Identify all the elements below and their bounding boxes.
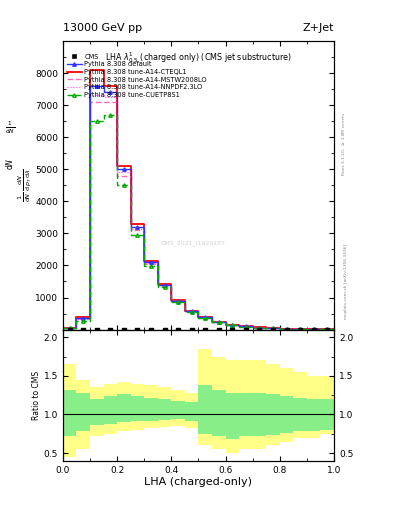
Point: [216, 326, 222, 334]
Point: [270, 326, 276, 334]
Point: [324, 326, 331, 334]
Point: [94, 326, 100, 334]
Point: [256, 326, 263, 334]
Point: [107, 326, 114, 334]
Point: [121, 326, 127, 334]
Text: $\frac{1}{\mathrm{d}N}$: $\frac{1}{\mathrm{d}N}$: [5, 120, 15, 136]
Y-axis label: $\frac{1}{\mathrm{d}N}\,\frac{\mathrm{d}N}{\mathrm{d}\,p_T\,\mathrm{d}\lambda}$: $\frac{1}{\mathrm{d}N}\,\frac{\mathrm{d}…: [16, 168, 34, 202]
Point: [243, 326, 249, 334]
Point: [229, 326, 235, 334]
Point: [134, 326, 141, 334]
Text: Rivet 3.1.10, $\geq$ 2.8M events: Rivet 3.1.10, $\geq$ 2.8M events: [340, 111, 347, 176]
Text: 13000 GeV pp: 13000 GeV pp: [63, 23, 142, 33]
Point: [66, 326, 73, 334]
Point: [202, 326, 208, 334]
Text: $\mathrm{d}N$: $\mathrm{d}N$: [4, 158, 15, 170]
Legend: CMS, Pythia 8.308 default, Pythia 8.308 tune-A14-CTEQL1, Pythia 8.308 tune-A14-M: CMS, Pythia 8.308 default, Pythia 8.308 …: [64, 51, 209, 101]
Text: mcplots.cern.ch [arXiv:1306.3436]: mcplots.cern.ch [arXiv:1306.3436]: [344, 244, 348, 319]
Point: [297, 326, 303, 334]
Point: [162, 326, 168, 334]
Text: CMS_2021_I1920187: CMS_2021_I1920187: [161, 240, 226, 246]
Point: [148, 326, 154, 334]
Text: Z+Jet: Z+Jet: [303, 23, 334, 33]
Text: LHA $\lambda^1_{0.5}$ (charged only) (CMS jet substructure): LHA $\lambda^1_{0.5}$ (charged only) (CM…: [105, 50, 292, 65]
Point: [283, 326, 290, 334]
Y-axis label: Ratio to CMS: Ratio to CMS: [32, 371, 41, 420]
X-axis label: LHA (charged-only): LHA (charged-only): [145, 477, 252, 487]
Point: [80, 326, 86, 334]
Point: [310, 326, 317, 334]
Point: [175, 326, 181, 334]
Point: [189, 326, 195, 334]
